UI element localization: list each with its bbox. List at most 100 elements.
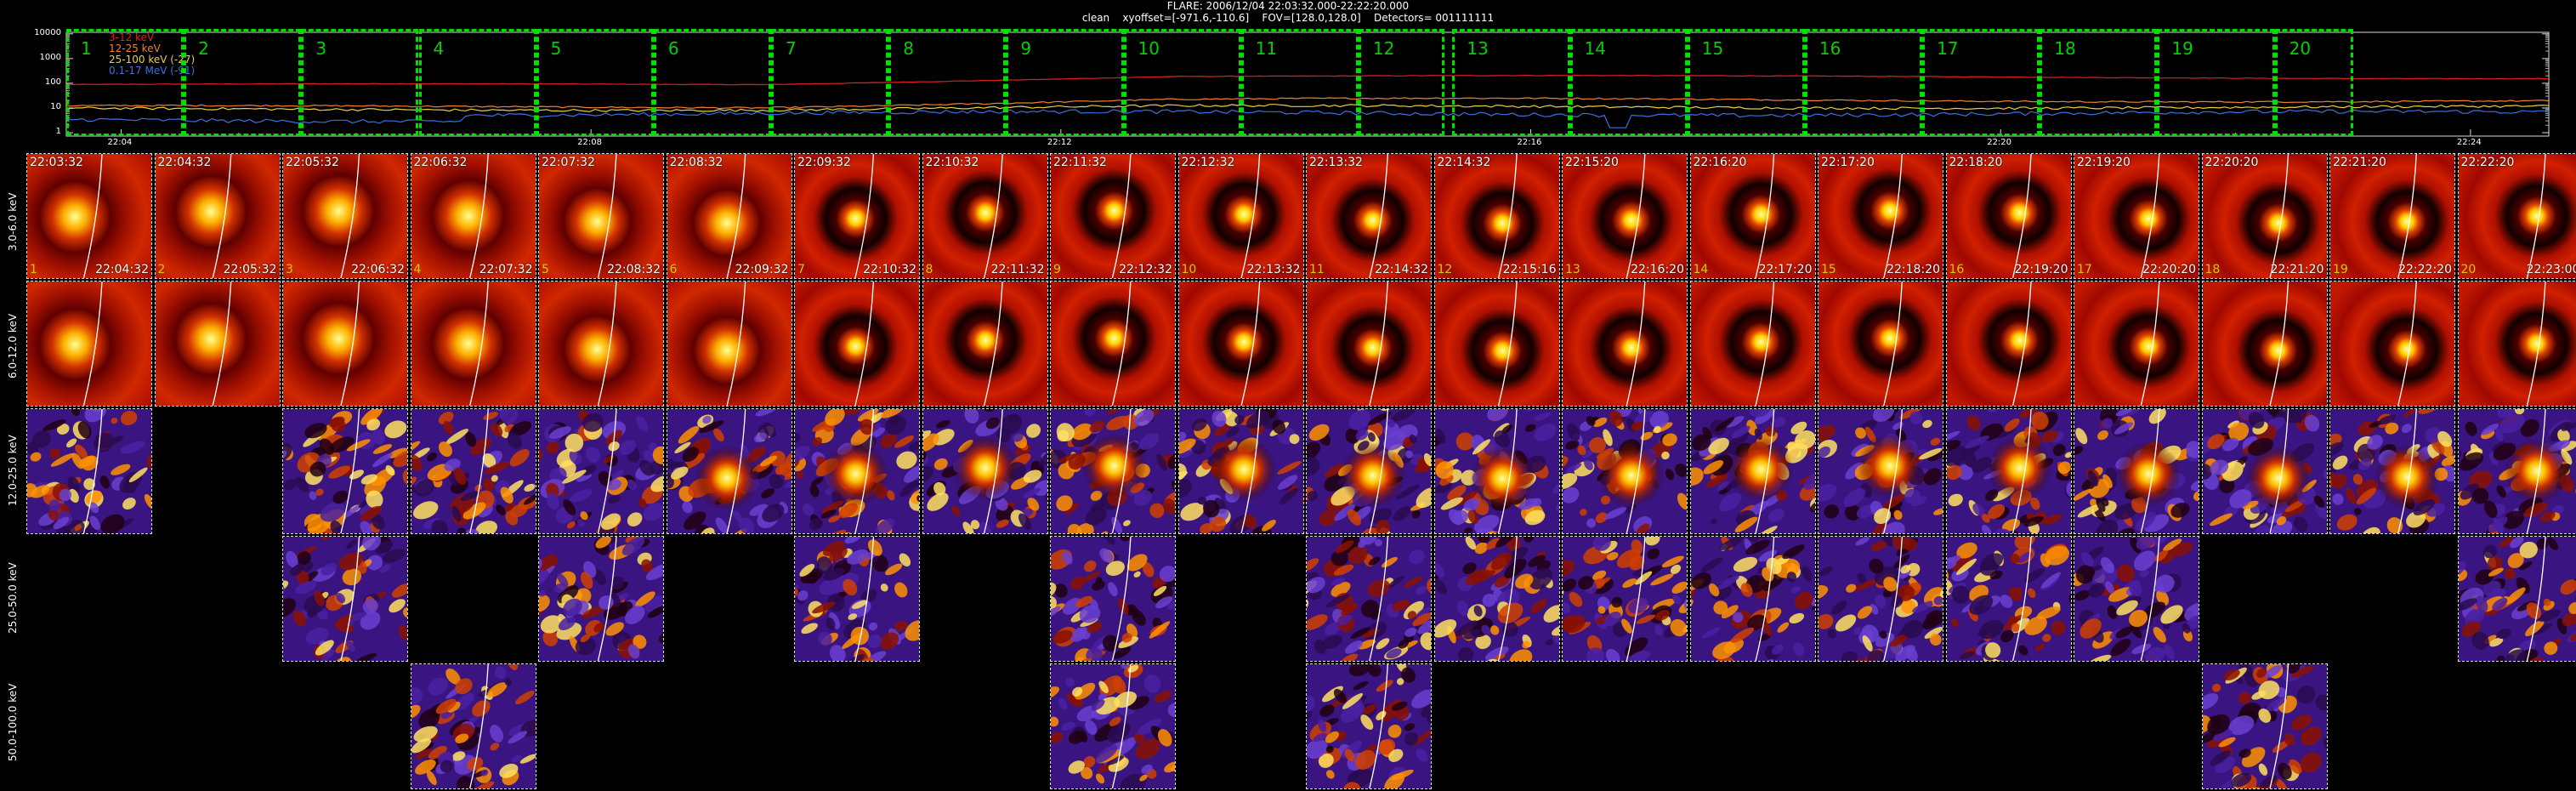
image-cell[interactable]: 22:07:32 22:08:32 5 [538, 153, 664, 279]
image-cell[interactable] [1818, 408, 1943, 534]
image-cell[interactable] [282, 408, 408, 534]
time-interval-box[interactable]: 19 [2157, 29, 2275, 136]
image-cell[interactable] [1050, 281, 1176, 407]
image-cell[interactable] [154, 281, 281, 407]
image-cell[interactable] [922, 281, 1048, 407]
time-interval-box[interactable]: 8 [888, 29, 1007, 136]
image-cell[interactable] [282, 536, 408, 662]
image-cell[interactable]: 22:14:32 22:15:16 12 [1433, 153, 1560, 279]
image-cell[interactable]: 22:17:20 22:18:20 15 [1818, 153, 1943, 279]
image-cell[interactable] [1177, 408, 1304, 534]
image-cell[interactable] [1050, 408, 1176, 534]
source-blob [823, 441, 888, 507]
time-interval-box[interactable]: 4 [418, 29, 536, 136]
image-cell[interactable] [1562, 536, 1688, 662]
image-cell[interactable] [1689, 408, 1816, 534]
time-interval-box[interactable]: 18 [2040, 29, 2158, 136]
image-cell[interactable]: 22:16:20 22:17:20 14 [1689, 153, 1816, 279]
time-interval-box[interactable]: 13 [1452, 29, 1570, 136]
time-interval-box[interactable]: 10 [1123, 29, 1241, 136]
time-interval-box[interactable]: 14 [1569, 29, 1688, 136]
image-cell[interactable] [2457, 536, 2576, 662]
time-interval-box[interactable]: 3 [301, 29, 419, 136]
image-cell[interactable]: 22:20:20 22:21:20 18 [2201, 153, 2328, 279]
image-cell[interactable]: 22:10:32 22:11:32 8 [922, 153, 1048, 279]
image-cell[interactable] [794, 408, 920, 534]
image-cell[interactable] [1433, 536, 1560, 662]
image-cell[interactable] [26, 281, 152, 407]
image-cell[interactable] [410, 281, 536, 407]
image-cell[interactable] [2201, 663, 2328, 789]
image-map [1563, 282, 1687, 406]
image-cell[interactable] [2329, 281, 2455, 407]
image-canvas [1946, 409, 2071, 533]
image-blobs [1563, 537, 1687, 661]
image-cell[interactable] [1050, 536, 1176, 662]
image-cell[interactable] [1689, 281, 1816, 407]
image-cell[interactable] [2457, 408, 2576, 534]
image-cell[interactable] [2201, 281, 2328, 407]
image-cell[interactable] [666, 281, 792, 407]
time-interval-box[interactable]: 17 [1922, 29, 2040, 136]
time-interval-box[interactable]: 20 [2274, 29, 2353, 136]
image-cell[interactable] [2457, 281, 2576, 407]
image-cell[interactable] [666, 408, 792, 534]
image-cell[interactable] [794, 536, 920, 662]
time-interval-box[interactable]: 15 [1687, 29, 1805, 136]
image-cell[interactable] [2329, 408, 2455, 534]
image-cell[interactable] [538, 281, 664, 407]
image-cell[interactable] [26, 408, 152, 534]
image-cell[interactable] [1945, 536, 2072, 662]
image-cell[interactable] [1945, 408, 2072, 534]
image-cell[interactable] [1306, 408, 1432, 534]
image-cell[interactable] [1306, 536, 1432, 662]
image-cell[interactable] [2201, 408, 2328, 534]
image-cell[interactable] [922, 408, 1048, 534]
time-interval-box[interactable]: 1 [66, 29, 184, 136]
image-cell[interactable] [1306, 281, 1432, 407]
image-cell[interactable] [1945, 281, 2072, 407]
time-interval-box[interactable]: 9 [1006, 29, 1124, 136]
time-interval-box[interactable]: 12 [1358, 29, 1445, 136]
image-cell[interactable] [1818, 536, 1943, 662]
image-cell[interactable] [538, 536, 664, 662]
image-cell[interactable]: 22:21:20 22:22:20 19 [2329, 153, 2455, 279]
image-cell[interactable]: 22:22:20 22:23:00 20 [2457, 153, 2576, 279]
image-cell[interactable]: 22:09:32 22:10:32 7 [794, 153, 920, 279]
image-cell[interactable] [794, 281, 920, 407]
image-cell[interactable]: 22:11:32 22:12:32 9 [1050, 153, 1176, 279]
image-cell[interactable] [2074, 408, 2199, 534]
image-cell[interactable] [1177, 281, 1304, 407]
image-cell[interactable] [1689, 536, 1816, 662]
image-cell[interactable] [282, 281, 408, 407]
image-cell[interactable] [1818, 281, 1943, 407]
image-cell[interactable] [2074, 281, 2199, 407]
image-cell[interactable] [1562, 281, 1688, 407]
time-interval-box[interactable]: 2 [184, 29, 302, 136]
time-interval-box[interactable]: 5 [536, 29, 654, 136]
image-cell[interactable] [410, 408, 536, 534]
image-cell[interactable] [1433, 281, 1560, 407]
time-interval-box[interactable]: 16 [1804, 29, 1923, 136]
image-cell[interactable]: 22:13:32 22:14:32 11 [1306, 153, 1432, 279]
image-cell[interactable] [538, 408, 664, 534]
image-cell[interactable]: 22:06:32 22:07:32 4 [410, 153, 536, 279]
image-cell[interactable]: 22:04:32 22:05:32 2 [154, 153, 281, 279]
image-cell[interactable]: 22:15:20 22:16:20 13 [1562, 153, 1688, 279]
image-cell[interactable] [1306, 663, 1432, 789]
image-cell[interactable]: 22:03:32 22:04:32 1 [26, 153, 152, 279]
time-interval-box[interactable]: 7 [771, 29, 889, 136]
image-cell[interactable]: 22:19:20 22:20:20 17 [2074, 153, 2199, 279]
image-cell[interactable] [1562, 408, 1688, 534]
time-interval-box[interactable]: 11 [1240, 29, 1359, 136]
image-cell[interactable] [1433, 408, 1560, 534]
image-cell[interactable] [2074, 536, 2199, 662]
time-interval-box[interactable]: 6 [653, 29, 771, 136]
image-cell[interactable]: 22:05:32 22:06:32 3 [282, 153, 408, 279]
y-tick-label: 10 [50, 101, 61, 111]
image-cell[interactable] [410, 663, 536, 789]
image-cell[interactable]: 22:18:20 22:19:20 16 [1945, 153, 2072, 279]
image-cell[interactable]: 22:12:32 22:13:32 10 [1177, 153, 1304, 279]
image-cell[interactable]: 22:08:32 22:09:32 6 [666, 153, 792, 279]
image-cell[interactable] [1050, 663, 1176, 789]
